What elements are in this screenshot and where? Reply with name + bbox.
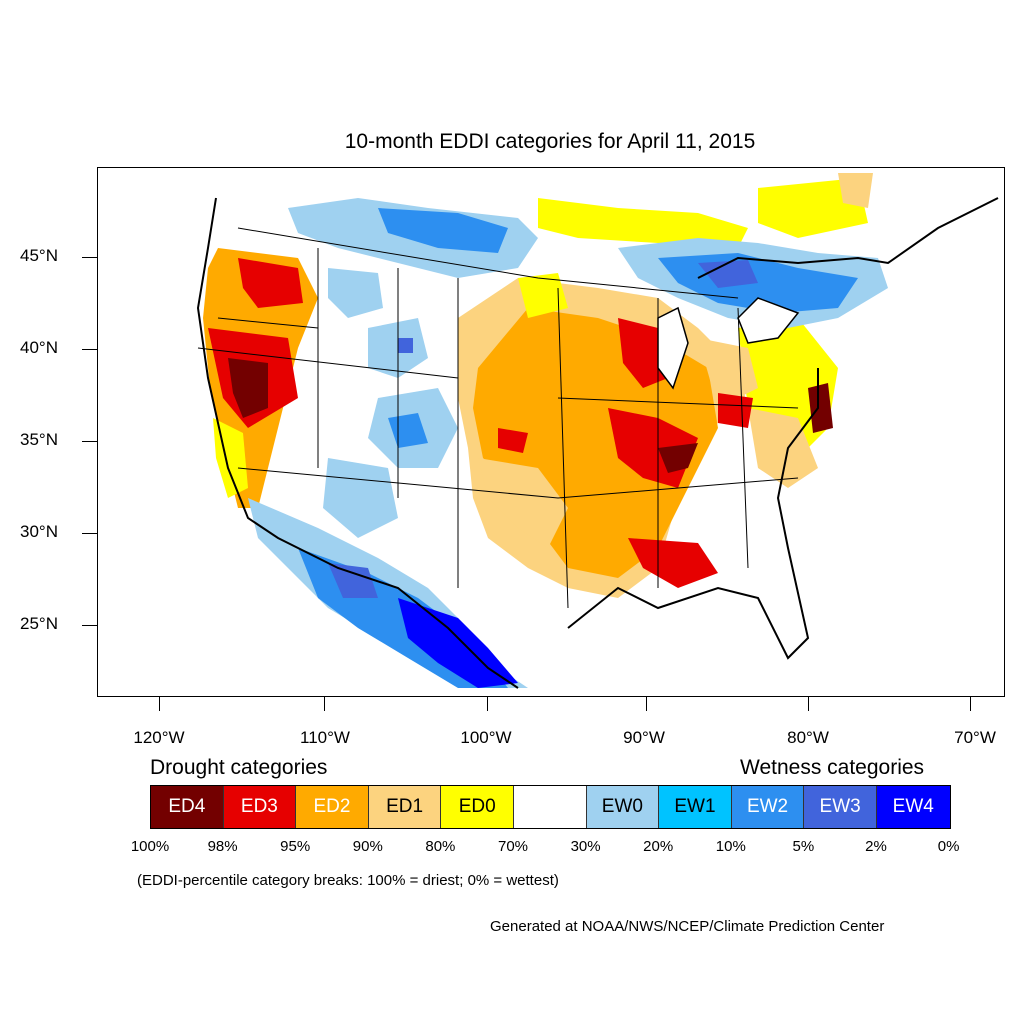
chart-title: 10-month EDDI categories for April 11, 2… [344, 130, 756, 153]
lat-tick [82, 533, 97, 534]
percent-break-label: 95% [280, 838, 311, 855]
percent-break-label: 98% [207, 838, 238, 855]
legend-category-ed3: ED3 [223, 786, 297, 828]
lat-tick [82, 441, 97, 442]
percent-break-label: 30% [570, 838, 601, 855]
lat-tick [82, 625, 97, 626]
legend-category-normal [513, 786, 587, 828]
credit-text: Generated at NOAA/NWS/NCEP/Climate Predi… [490, 918, 885, 935]
lon-label-80: 80°W [787, 728, 829, 747]
percent-break-label: 10% [715, 838, 746, 855]
lon-tick [646, 697, 647, 711]
lon-tick [808, 697, 809, 711]
percent-break-label: 70% [497, 838, 529, 855]
legend-category-ed2: ED2 [296, 786, 369, 828]
percent-break-label: 90% [352, 838, 383, 855]
category-note: (EDDI-percentile category breaks: 100% =… [137, 872, 559, 889]
percent-break-label: 80% [425, 838, 456, 855]
lon-label-100: 100°W [460, 728, 512, 747]
drought-heading: Drought categories [150, 756, 328, 779]
lat-tick [82, 257, 97, 258]
lon-tick [159, 697, 160, 711]
lat-label-40: 40°N [20, 338, 58, 357]
legend-category-ew4: EW4 [876, 786, 950, 828]
legend-category-ed1: ED1 [368, 786, 442, 828]
legend-category-ew1: EW1 [659, 786, 732, 828]
lon-label-70: 70°W [954, 728, 996, 747]
percent-break-label: 5% [792, 838, 815, 855]
legend-category-ew3: EW3 [804, 786, 877, 828]
lon-tick [487, 697, 488, 711]
percent-break-label: 20% [643, 838, 674, 855]
legend-category-ed4: ED4 [151, 786, 224, 828]
percent-break-label: 2% [865, 838, 887, 855]
legend-category-ew0: EW0 [586, 786, 660, 828]
lon-tick [970, 697, 971, 711]
percent-break-label: 100% [130, 838, 170, 855]
lon-label-90: 90°W [623, 728, 665, 747]
lon-label-110: 110°W [300, 728, 350, 747]
eddi-map [97, 167, 1005, 697]
lat-label-45: 45°N [20, 246, 58, 265]
wetness-heading: Wetness categories [740, 756, 925, 779]
legend-category-ed0: ED0 [441, 786, 514, 828]
legend-category-ew2: EW2 [731, 786, 805, 828]
percent-break-label: 0% [937, 838, 960, 855]
lat-label-35: 35°N [20, 430, 58, 449]
lon-tick [324, 697, 325, 711]
lat-label-25: 25°N [20, 614, 58, 633]
lat-label-30: 30°N [20, 522, 58, 541]
category-legend: ED4 ED3 ED2 ED1 ED0 EW0 EW1 EW2 EW3 EW4 [150, 785, 951, 829]
lat-tick [82, 349, 97, 350]
lon-label-120: 120°W [133, 728, 185, 747]
